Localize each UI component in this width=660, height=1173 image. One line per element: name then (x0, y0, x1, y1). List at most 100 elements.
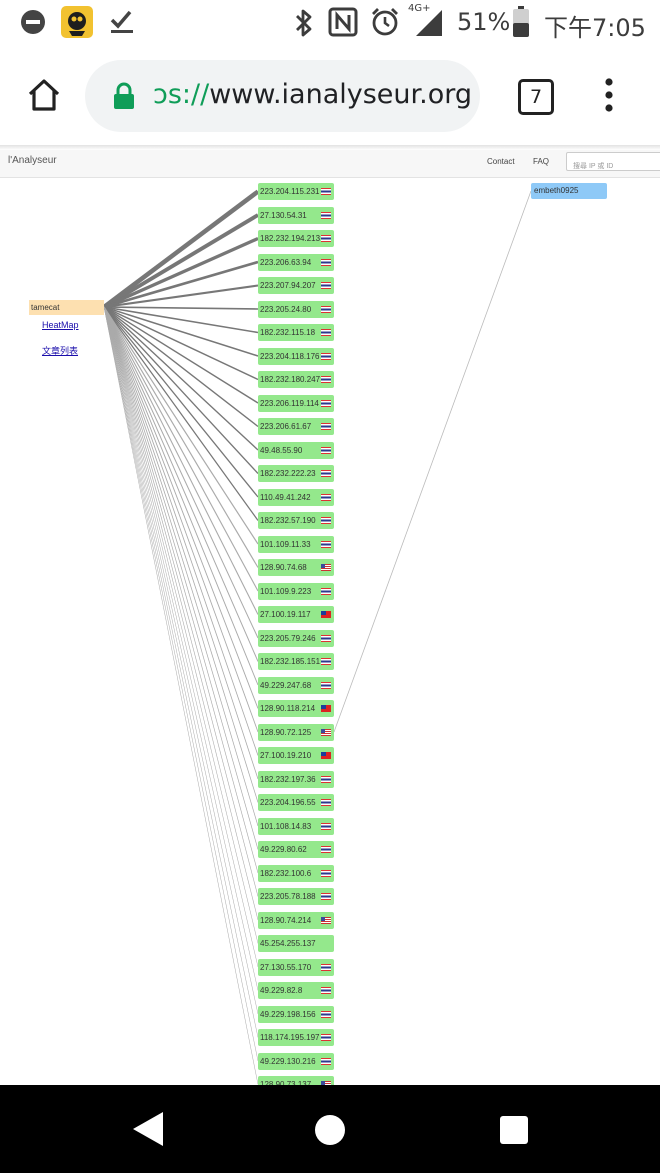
ip-address: 128.90.72.125 (260, 727, 312, 737)
ip-node[interactable]: 101.108.14.83 (258, 817, 334, 835)
address-bar[interactable]: ɔs://www.ianalyseur.org (85, 60, 480, 132)
ip-node[interactable]: 182.232.222.23 (258, 465, 334, 482)
ip-node[interactable]: 223.204.118.176 (258, 347, 334, 365)
ip-node[interactable]: 110.49.41.242 (258, 488, 334, 506)
heatmap-link[interactable]: HeatMap (42, 320, 79, 330)
ip-node[interactable]: 223.204.115.231 (258, 183, 334, 200)
connection-graph: tamecat HeatMap 文章列表 embeth0925 223.204.… (0, 178, 660, 1085)
ip-address: 49.229.80.62 (260, 845, 307, 854)
home-nav-button[interactable] (311, 1111, 349, 1149)
check-download-icon (108, 8, 136, 36)
more-vert-icon[interactable] (597, 76, 621, 114)
ip-address: 118.174.195.197 (260, 1033, 320, 1042)
country-flag-icon (321, 1081, 331, 1085)
edge-line (103, 260, 259, 309)
back-button[interactable] (128, 1109, 168, 1149)
ip-node[interactable]: 49.48.55.90 (258, 441, 334, 459)
ip-node[interactable]: 101.109.9.223 (258, 582, 334, 600)
ip-node[interactable]: 128.90.118.214 (258, 700, 334, 717)
ip-address: 49.48.55.90 (260, 445, 303, 455)
edge-line (103, 236, 259, 309)
ip-node[interactable]: 128.90.73.137 (258, 1076, 334, 1085)
edge-line (103, 306, 259, 1062)
lock-icon (113, 82, 135, 110)
ip-address: 182.232.100.6 (260, 868, 312, 878)
bluetooth-icon (292, 8, 316, 38)
country-flag-icon (321, 446, 331, 454)
ip-node[interactable]: 182.232.57.190 (258, 512, 334, 529)
edge-line (103, 306, 259, 874)
ip-node[interactable]: 27.130.55.170 (258, 958, 334, 976)
country-flag-icon (321, 1034, 331, 1041)
search-box[interactable] (566, 152, 660, 175)
country-flag-icon (321, 517, 331, 524)
country-flag-icon (321, 705, 331, 712)
ip-address: 223.204.115.231 (260, 187, 320, 196)
ip-node[interactable]: 223.206.61.67 (258, 418, 334, 435)
ip-node[interactable]: 27.100.19.210 (258, 747, 334, 764)
signal-icon (408, 4, 444, 38)
article-list-link[interactable]: 文章列表 (42, 346, 79, 356)
ip-node[interactable]: 101.109.11.33 (258, 535, 334, 553)
ip-node[interactable]: 49.229.247.68 (258, 676, 334, 694)
tab-switcher-button[interactable]: 7 (518, 79, 554, 115)
ip-address: 223.206.61.67 (260, 422, 312, 431)
target-user-node[interactable]: embeth0925 (531, 183, 607, 199)
ip-node[interactable]: 128.90.74.68 (258, 559, 334, 576)
edge-line (103, 306, 259, 474)
country-flag-icon (321, 540, 331, 548)
edge-line (103, 306, 259, 944)
ip-address: 101.109.11.33 (260, 539, 311, 549)
ip-address: 128.90.74.68 (260, 563, 307, 572)
ip-node[interactable]: 49.229.82.8 (258, 982, 334, 999)
ip-node[interactable]: 128.90.72.125 (258, 723, 334, 741)
ip-node[interactable]: 182.232.115.18 (258, 324, 334, 341)
search-input[interactable] (567, 158, 660, 175)
ip-node[interactable]: 182.232.194.213 (258, 230, 334, 247)
country-flag-icon (321, 869, 331, 877)
ip-node[interactable]: 27.100.19.117 (258, 606, 334, 623)
recents-button[interactable] (495, 1111, 533, 1149)
country-flag-icon (321, 822, 331, 830)
ip-node[interactable]: 49.229.130.216 (258, 1052, 334, 1070)
ip-node[interactable]: 182.232.197.36 (258, 770, 334, 788)
ip-node[interactable]: 223.205.78.188 (258, 888, 334, 905)
edge-line (103, 306, 259, 404)
ip-node[interactable]: 223.204.196.55 (258, 794, 334, 811)
ip-address: 182.232.185.151 (260, 657, 321, 666)
nav-faq-link[interactable]: FAQ (533, 157, 550, 166)
ip-node[interactable]: 223.206.119.114 (258, 394, 334, 412)
country-flag-icon (321, 728, 331, 736)
ip-address: 223.206.63.94 (260, 257, 312, 267)
user-node[interactable]: tamecat (29, 300, 104, 315)
site-title[interactable]: l'Analyseur (8, 155, 57, 166)
url-scheme: ɔs:// (153, 79, 210, 110)
ip-node[interactable]: 182.232.180.247 (258, 371, 334, 388)
ip-node[interactable]: 223.205.79.246 (258, 629, 334, 647)
ip-node[interactable]: 49.229.80.62 (258, 841, 334, 858)
edge-line (103, 306, 259, 921)
ip-node[interactable]: 223.207.94.207 (258, 277, 334, 294)
edge-line (103, 306, 259, 592)
ip-address: 182.232.57.190 (260, 516, 316, 525)
country-flag-icon (321, 775, 331, 783)
ip-address: 223.205.78.188 (260, 892, 316, 901)
edge-line (103, 306, 259, 1085)
target-edge-line (333, 190, 532, 733)
nav-contact-link[interactable]: Contact (487, 157, 515, 166)
ip-node[interactable]: 223.206.63.94 (258, 253, 334, 271)
ip-address: 182.232.194.213 (260, 234, 321, 243)
ip-node[interactable]: 27.130.54.31 (258, 206, 334, 224)
ip-node[interactable]: 45.254.255.137 (258, 935, 334, 952)
ip-node[interactable]: 182.232.185.151 (258, 653, 334, 670)
country-flag-icon (321, 658, 331, 665)
alarm-icon (370, 7, 400, 37)
home-icon[interactable] (25, 76, 63, 114)
ip-node[interactable]: 118.174.195.197 (258, 1029, 334, 1046)
ip-node[interactable]: 182.232.100.6 (258, 864, 334, 882)
ip-node[interactable]: 49.229.198.156 (258, 1005, 334, 1023)
ip-node[interactable]: 128.90.74.214 (258, 911, 334, 929)
ip-node[interactable]: 223.205.24.80 (258, 300, 334, 318)
edge-line (103, 306, 259, 686)
ip-address: 128.90.118.214 (260, 704, 316, 713)
